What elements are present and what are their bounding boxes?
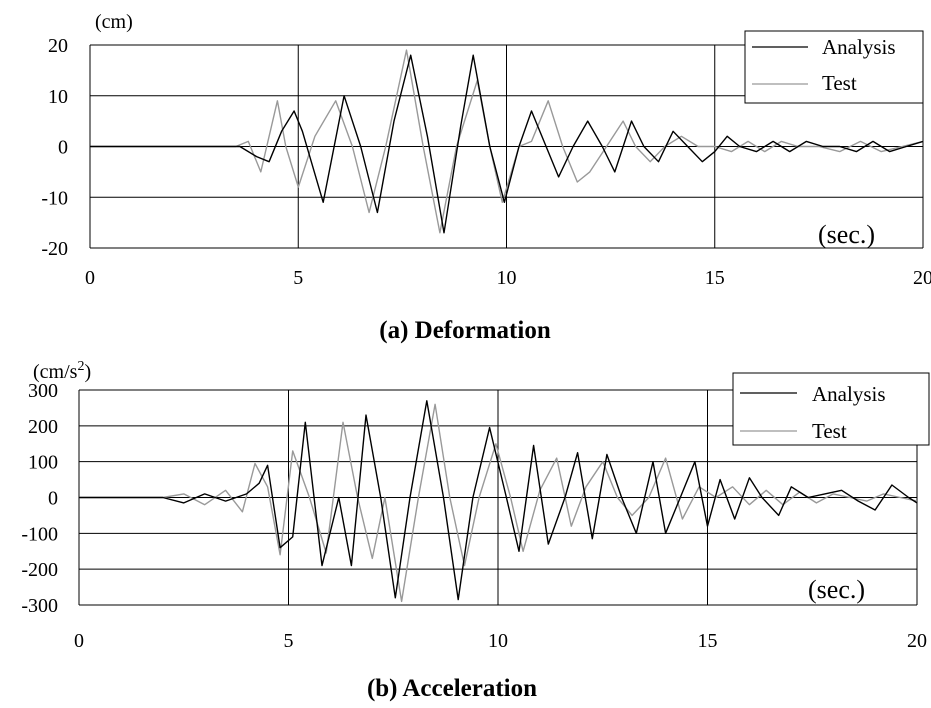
acceleration-y-tick-label: -300: [21, 595, 58, 617]
deformation-x-tick-label: 15: [705, 267, 725, 289]
deformation-legend-test: Test: [822, 71, 857, 95]
acceleration-x-tick-label: 10: [488, 630, 508, 652]
deformation-y-tick-label: 20: [48, 35, 68, 57]
acceleration-unit-label: (cm/s2): [33, 359, 91, 383]
deformation-legend-box: [744, 30, 924, 104]
acceleration-x-tick-label: 20: [907, 630, 927, 652]
acceleration-y-tick-label: -100: [21, 523, 58, 545]
deformation-legend-analysis: Analysis: [822, 35, 896, 59]
deformation-x-tick-label: 5: [293, 267, 303, 289]
deformation-series-analysis: [90, 54, 924, 234]
deformation-series-test: [90, 49, 924, 234]
acceleration-x-tick-label: 15: [698, 630, 718, 652]
acceleration-y-ticks: 300 200 100 0 -100 -200 -300: [21, 380, 58, 617]
acceleration-y-tick-label: 200: [28, 416, 58, 438]
acceleration-caption: (b) Acceleration: [367, 675, 537, 702]
acceleration-unit-base: (cm/s: [33, 361, 78, 383]
deformation-unit-label: (cm): [95, 11, 133, 33]
deformation-y-tick-label: -10: [41, 187, 68, 209]
acceleration-sec-label: (sec.): [808, 575, 865, 604]
deformation-y-ticks: 20 10 0 -10 -20: [41, 35, 68, 260]
deformation-y-tick-label: -20: [41, 238, 68, 260]
acceleration-series-analysis: [79, 400, 918, 601]
deformation-sec-label: (sec.): [818, 220, 875, 249]
acceleration-series-test: [79, 403, 918, 603]
acceleration-unit-close: ): [84, 361, 91, 383]
acceleration-y-tick-label: -200: [21, 559, 58, 581]
acceleration-y-tick-label: 0: [48, 488, 58, 510]
deformation-x-tick-label: 0: [85, 267, 95, 289]
deformation-y-tick-label: 0: [58, 137, 68, 159]
deformation-y-tick-label: 10: [48, 86, 68, 108]
acceleration-legend-analysis: Analysis: [812, 382, 886, 406]
acceleration-legend-test: Test: [812, 419, 847, 443]
acceleration-x-tick-label: 0: [74, 630, 84, 652]
acceleration-legend-box: [732, 372, 930, 446]
acceleration-unit-sup: 2: [77, 359, 84, 374]
deformation-caption: (a) Deformation: [379, 317, 551, 344]
acceleration-y-tick-label: 300: [28, 380, 58, 402]
deformation-series: [90, 49, 924, 234]
deformation-x-tick-label: 20: [913, 267, 931, 289]
deformation-x-ticks: 0 5 10 15 20: [85, 267, 931, 289]
acceleration-x-tick-label: 5: [284, 630, 294, 652]
acceleration-series: [79, 400, 918, 603]
acceleration-x-ticks: 0 5 10 15 20: [74, 630, 927, 652]
deformation-x-tick-label: 10: [497, 267, 517, 289]
acceleration-y-tick-label: 100: [28, 452, 58, 474]
